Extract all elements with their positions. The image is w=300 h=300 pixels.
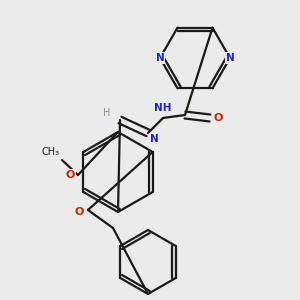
Text: H: H xyxy=(103,108,111,118)
Text: O: O xyxy=(66,170,75,180)
Text: N: N xyxy=(150,134,159,144)
Text: NH: NH xyxy=(154,103,172,113)
Text: O: O xyxy=(214,113,224,123)
Text: N: N xyxy=(226,53,234,63)
Text: CH₃: CH₃ xyxy=(42,147,60,157)
Text: N: N xyxy=(156,53,164,63)
Text: O: O xyxy=(75,207,84,217)
